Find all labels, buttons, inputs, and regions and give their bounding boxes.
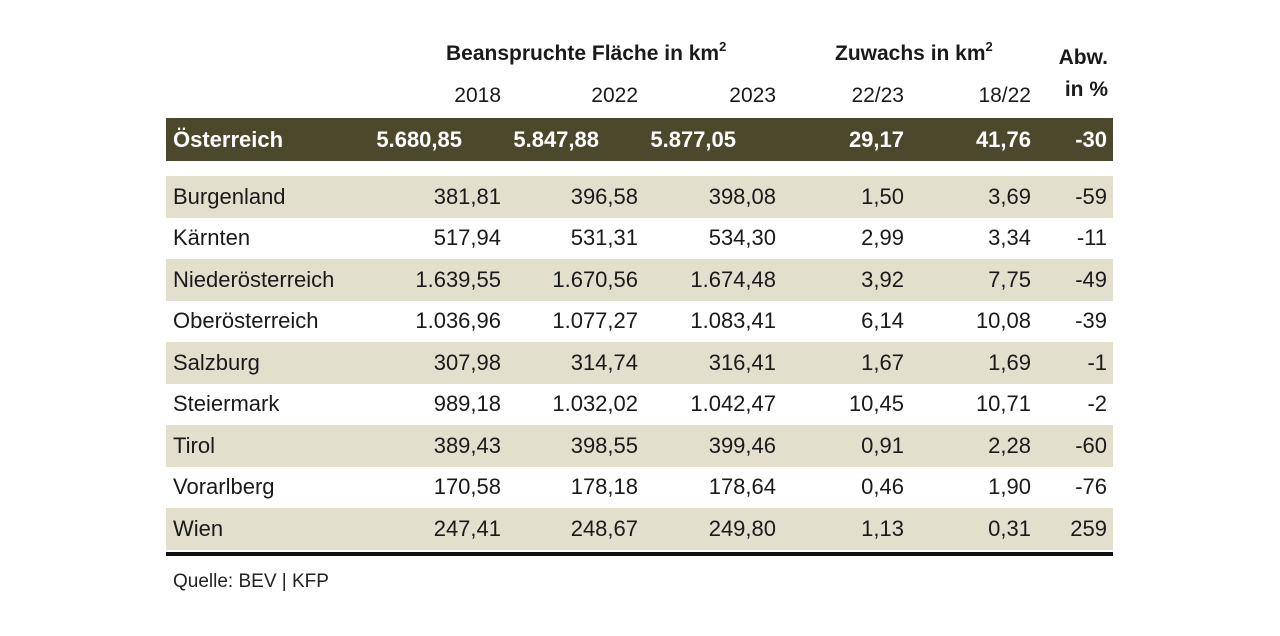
cell-2018: 307,98 [433, 349, 501, 375]
cell-growth-22-23: 6,14 [861, 308, 904, 334]
cell-2022: 1.032,02 [552, 391, 638, 417]
row-name: Vorarlberg [173, 474, 275, 500]
table-row: Kärnten 517,94 531,31 534,30 2,99 3,34 -… [166, 218, 1113, 260]
cell-2022: 531,31 [570, 225, 638, 251]
table-header: Beanspruchte Fläche in km2 Zuwachs in km… [166, 38, 1113, 118]
cell-growth-22-23: 29,17 [848, 126, 904, 152]
cell-abw: -39 [1075, 308, 1107, 334]
header-abw-line1: Abw. [1058, 46, 1108, 69]
header-abw-line2: in % [1064, 78, 1108, 101]
cell-growth-22-23: 1,67 [861, 349, 904, 375]
cell-growth-22-23: 2,99 [861, 225, 904, 251]
cell-growth-18-22: 10,71 [975, 391, 1031, 417]
cell-2022: 1.077,27 [552, 308, 638, 334]
cell-abw: -1 [1087, 349, 1107, 375]
cell-abw: -59 [1075, 183, 1107, 209]
header-group-growth: Zuwachs in km2 [835, 39, 993, 65]
table-row: Niederösterreich 1.639,55 1.670,56 1.674… [166, 259, 1113, 301]
cell-growth-22-23: 10,45 [848, 391, 904, 417]
cell-2023: 5.877,05 [650, 126, 736, 152]
cell-2023: 178,64 [708, 474, 776, 500]
cell-2018: 989,18 [433, 391, 501, 417]
table-row: Wien 247,41 248,67 249,80 1,13 0,31 259 [166, 508, 1113, 550]
table-row: Vorarlberg 170,58 178,18 178,64 0,46 1,9… [166, 467, 1113, 509]
cell-2018: 1.036,96 [415, 308, 501, 334]
cell-growth-18-22: 10,08 [975, 308, 1031, 334]
header-group-area: Beanspruchte Fläche in km2 [446, 39, 727, 65]
row-name: Burgenland [173, 183, 286, 209]
cell-growth-22-23: 0,46 [861, 474, 904, 500]
table-row: Oberösterreich 1.036,96 1.077,27 1.083,4… [166, 301, 1113, 343]
cell-2023: 316,41 [708, 349, 776, 375]
cell-abw: -49 [1075, 266, 1107, 292]
cell-growth-22-23: 1,50 [861, 183, 904, 209]
cell-2018: 381,81 [433, 183, 501, 209]
cell-growth-18-22: 1,69 [988, 349, 1031, 375]
cell-2018: 1.639,55 [415, 266, 501, 292]
row-name: Österreich [173, 126, 284, 152]
cell-growth-18-22: 3,69 [988, 183, 1031, 209]
cell-2022: 1.670,56 [552, 266, 638, 292]
cell-abw: -60 [1075, 432, 1107, 458]
cell-growth-18-22: 2,28 [988, 432, 1031, 458]
cell-2018: 247,41 [433, 515, 501, 541]
cell-2018: 170,58 [433, 474, 501, 500]
cell-2018: 5.680,85 [376, 126, 462, 152]
cell-2022: 178,18 [570, 474, 638, 500]
cell-2022: 314,74 [570, 349, 638, 375]
spacer [166, 161, 1113, 176]
cell-abw: -2 [1087, 391, 1107, 417]
table-row: Salzburg 307,98 314,74 316,41 1,67 1,69 … [166, 342, 1113, 384]
row-name: Wien [173, 515, 224, 541]
table-row: Tirol 389,43 398,55 399,46 0,91 2,28 -60 [166, 425, 1113, 467]
row-name: Salzburg [173, 349, 260, 375]
table-row: Steiermark 989,18 1.032,02 1.042,47 10,4… [166, 384, 1113, 426]
row-name: Tirol [173, 432, 215, 458]
cell-growth-18-22: 41,76 [975, 126, 1031, 152]
cell-growth-18-22: 7,75 [988, 266, 1031, 292]
header-col-2023: 2023 [729, 84, 776, 107]
table-row: Burgenland 381,81 396,58 398,08 1,50 3,6… [166, 176, 1113, 218]
row-name: Steiermark [173, 391, 280, 417]
cell-abw: -30 [1075, 126, 1107, 152]
cell-growth-18-22: 0,31 [988, 515, 1031, 541]
header-col-22-23: 22/23 [851, 84, 904, 107]
cell-2023: 1.042,47 [690, 391, 776, 417]
cell-abw: 259 [1070, 515, 1107, 541]
cell-2023: 1.083,41 [690, 308, 776, 334]
header-col-2022: 2022 [591, 84, 638, 107]
cell-2022: 5.847,88 [513, 126, 599, 152]
row-name: Niederösterreich [173, 266, 335, 292]
header-col-2018: 2018 [454, 84, 501, 107]
bottom-rule [166, 551, 1113, 556]
cell-2018: 389,43 [433, 432, 501, 458]
row-name: Oberösterreich [173, 308, 319, 334]
cell-2022: 398,55 [570, 432, 638, 458]
cell-2023: 1.674,48 [690, 266, 776, 292]
cell-2023: 399,46 [708, 432, 776, 458]
table-row-total: Österreich 5.680,85 5.847,88 5.877,05 29… [166, 118, 1113, 161]
row-name: Kärnten [173, 225, 251, 251]
cell-abw: -76 [1075, 474, 1107, 500]
cell-2023: 249,80 [708, 515, 776, 541]
cell-growth-22-23: 0,91 [861, 432, 904, 458]
header-col-18-22: 18/22 [978, 84, 1031, 107]
cell-2023: 398,08 [708, 183, 776, 209]
cell-growth-18-22: 3,34 [988, 225, 1031, 251]
cell-growth-22-23: 1,13 [861, 515, 904, 541]
cell-2023: 534,30 [708, 225, 776, 251]
cell-2018: 517,94 [433, 225, 501, 251]
cell-growth-18-22: 1,90 [988, 474, 1031, 500]
cell-2022: 396,58 [570, 183, 638, 209]
cell-abw: -11 [1076, 225, 1107, 251]
cell-growth-22-23: 3,92 [861, 266, 904, 292]
source-note: Quelle: BEV | KFP [173, 571, 329, 592]
cell-2022: 248,67 [570, 515, 638, 541]
land-use-table: Beanspruchte Fläche in km2 Zuwachs in km… [166, 38, 1113, 556]
